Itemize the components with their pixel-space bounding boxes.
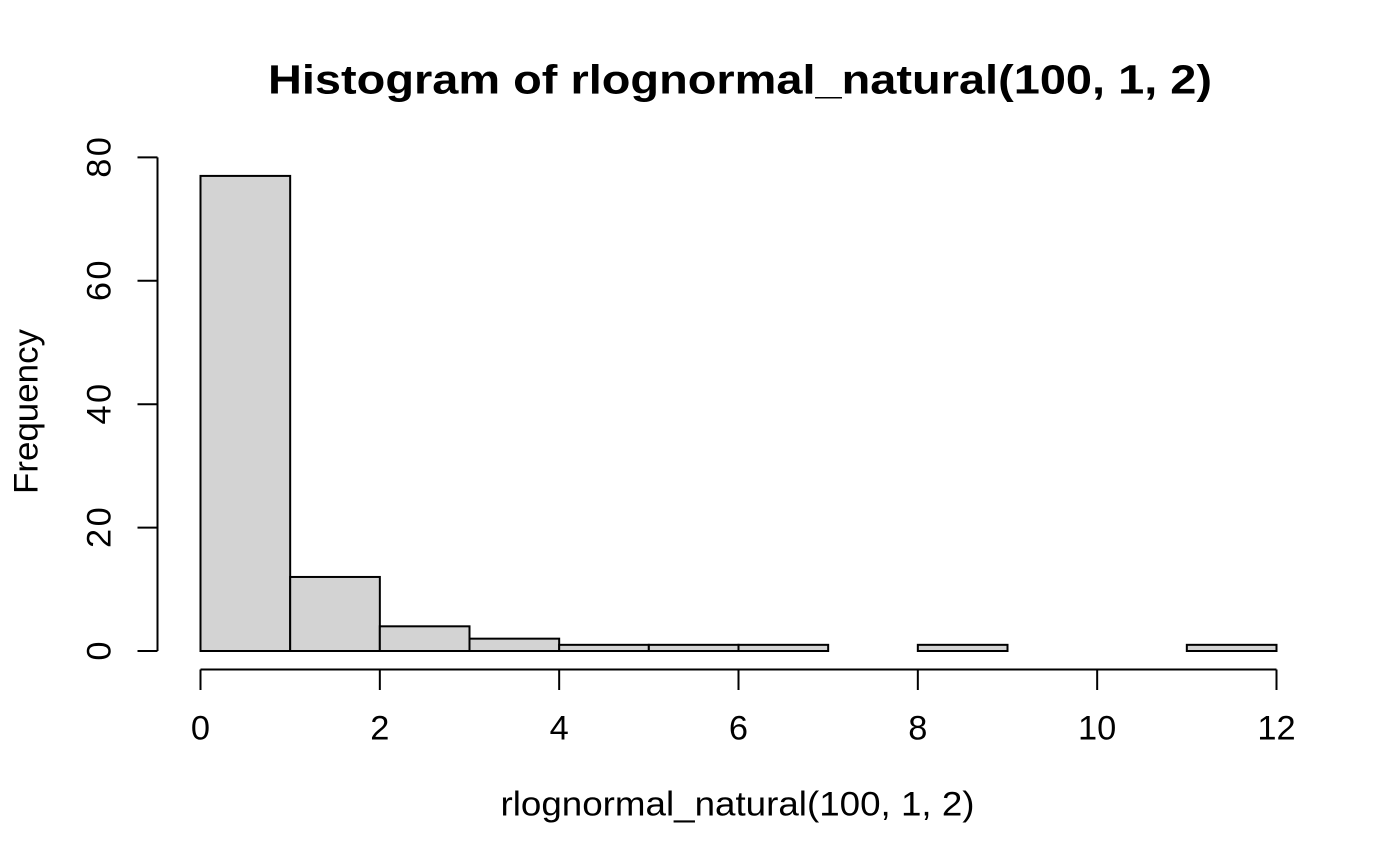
svg-text:0: 0 (81, 641, 119, 660)
svg-text:6: 6 (729, 710, 748, 748)
svg-text:0: 0 (191, 710, 210, 748)
svg-text:4: 4 (550, 710, 569, 748)
svg-text:2: 2 (370, 710, 389, 748)
svg-text:8: 8 (908, 710, 927, 748)
svg-text:12: 12 (1257, 710, 1295, 748)
svg-text:Histogram of rlognormal_natura: Histogram of rlognormal_natural(100, 1, … (268, 57, 1212, 103)
svg-text:10: 10 (1078, 710, 1116, 748)
svg-text:rlognormal_natural(100, 1, 2): rlognormal_natural(100, 1, 2) (501, 786, 975, 824)
svg-text:Frequency: Frequency (8, 329, 46, 494)
